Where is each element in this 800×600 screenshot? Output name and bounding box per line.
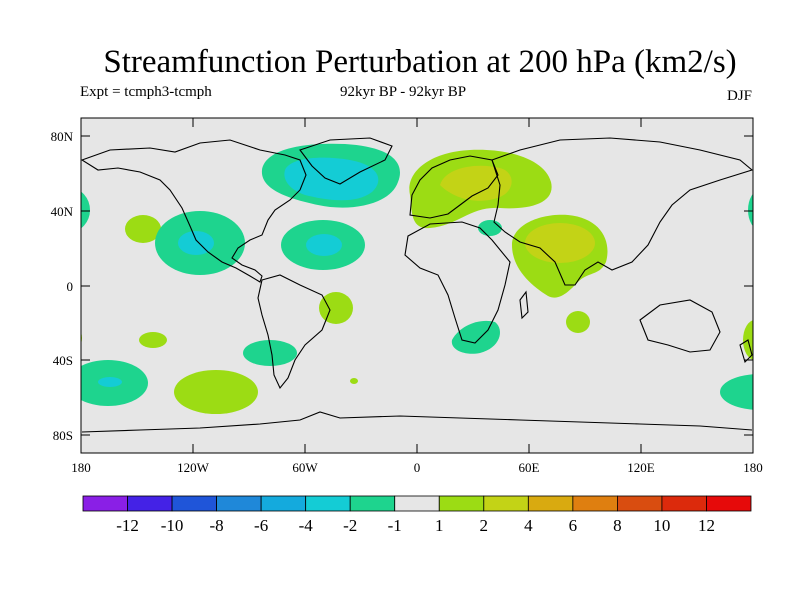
colorbar-swatch [617, 495, 663, 512]
colorbar-label: 2 [480, 516, 489, 535]
season-label: DJF [726, 88, 752, 104]
colorbar-swatch [527, 495, 574, 512]
contour-small-high [350, 378, 358, 384]
coast-europe [409, 155, 499, 219]
colorbar-swatch [260, 495, 307, 512]
lon-label-180w: 180 [71, 460, 91, 475]
lat-label-40n: 40N [51, 204, 74, 219]
lat-label-40s: 40S [53, 353, 73, 368]
colorbar-label: -1 [388, 516, 402, 535]
period-label: 92kyr BP - 92kyr BP [340, 84, 467, 100]
chart-title: Streamfunction Perturbation at 200 hPa (… [103, 44, 737, 80]
contour-south-pacific-high [174, 370, 258, 414]
lat-label-80n: 80N [51, 129, 74, 144]
coast-asia [491, 137, 753, 286]
colorbar-swatch [438, 495, 485, 512]
lon-axis: 180 120W 60W 0 60E 120E 180 [71, 118, 763, 475]
colorbar-swatch [305, 495, 351, 512]
colorbar-label: 6 [569, 516, 578, 535]
lon-label-60w: 60W [292, 460, 318, 475]
lon-label-60e: 60E [519, 460, 540, 475]
contour-south-pacific-low-inner [98, 377, 122, 387]
contour-west-edge-low [81, 191, 90, 229]
colorbar-swatch [82, 495, 128, 512]
colorbar-swatch [572, 495, 618, 512]
contour-fills [81, 143, 753, 414]
contour-eurasia-high-inner [440, 165, 512, 201]
colorbar-label: 12 [698, 516, 715, 535]
colorbar-swatch [706, 495, 752, 512]
contour-indian-ocean-high [566, 311, 590, 333]
colorbar-label: 10 [653, 516, 670, 535]
experiment-label: Expt = tcmph3-tcmph [80, 84, 212, 100]
contour-south-atlantic-high [319, 292, 353, 324]
contour-south-america-low [243, 340, 297, 366]
contour-mexico-low-inner [178, 231, 214, 255]
colorbar: -12 -10 -8 -6 -4 -2 -1 1 2 4 6 8 10 12 [82, 495, 752, 535]
contour-south-asia-high-inner [525, 223, 595, 263]
contour-north-atlantic-low-inner [284, 157, 379, 201]
colorbar-label: -2 [343, 516, 357, 535]
colorbar-label: -10 [161, 516, 184, 535]
contour-north-pacific-high [125, 215, 161, 243]
colorbar-swatch [661, 495, 707, 512]
contour-east-edge-low [748, 193, 753, 227]
contour-west-edge-high [81, 332, 82, 344]
lat-label-0: 0 [67, 279, 74, 294]
lon-label-0: 0 [414, 460, 421, 475]
lat-axis: 80N 40N 0 40S 80S [51, 129, 753, 443]
contour-sw-pacific-high [139, 332, 167, 348]
colorbar-swatch [127, 495, 173, 512]
coast-south-america [257, 274, 331, 390]
colorbar-swatch [394, 495, 440, 512]
coast-australia [639, 299, 721, 353]
lon-label-120e: 120E [627, 460, 655, 475]
colorbar-label: -4 [299, 516, 314, 535]
colorbar-label: 4 [524, 516, 533, 535]
colorbar-label: -12 [116, 516, 139, 535]
coast-madagascar [519, 290, 529, 320]
coast-antarctica [81, 411, 753, 433]
contour-middle-east-low [478, 220, 502, 236]
lon-label-180e: 180 [743, 460, 763, 475]
coast-new-zealand [739, 339, 753, 364]
coastlines [81, 137, 753, 433]
contour-east-edge-high [743, 320, 753, 360]
colorbar-swatch [171, 495, 217, 512]
colorbar-swatch [483, 495, 529, 512]
lat-label-80s: 80S [53, 428, 73, 443]
coast-africa [404, 221, 511, 344]
colorbar-label: -6 [254, 516, 268, 535]
coast-greenland [299, 137, 393, 185]
coast-north-america [81, 139, 307, 283]
contour-east-edge-low-south [720, 374, 753, 410]
colorbar-label: 1 [435, 516, 444, 535]
colorbar-label: -8 [210, 516, 224, 535]
colorbar-label: 8 [613, 516, 622, 535]
colorbar-swatch [349, 495, 396, 512]
contour-atlantic-low-inner [306, 234, 342, 256]
colorbar-swatch [216, 495, 262, 512]
lon-label-120w: 120W [177, 460, 210, 475]
